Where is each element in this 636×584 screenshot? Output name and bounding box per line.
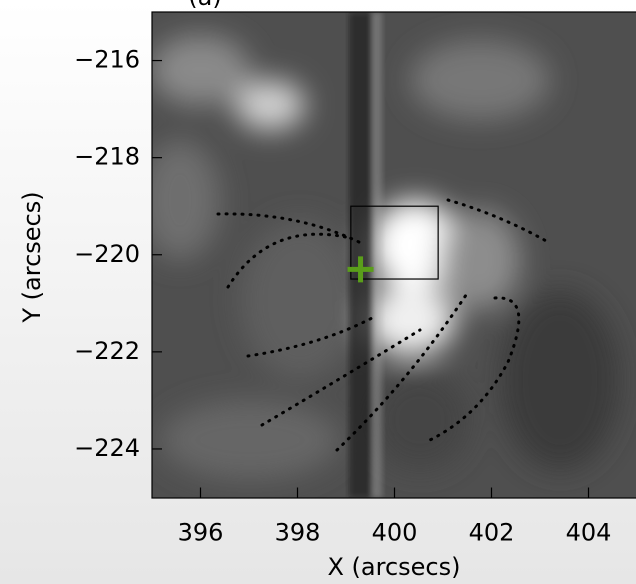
- y-tick-label: −216: [74, 46, 140, 74]
- x-axis-label: X (arcsecs): [327, 553, 460, 581]
- x-tick-label: 400: [372, 519, 418, 547]
- y-tick-label: −222: [74, 337, 140, 365]
- y-axis-label: Y (arcsecs): [18, 191, 46, 323]
- y-tick-label: −220: [74, 240, 140, 268]
- solar-image: [152, 12, 636, 498]
- x-tick-label: 396: [178, 519, 224, 547]
- y-tick-label: −224: [74, 434, 140, 462]
- x-tick-label: 402: [469, 519, 515, 547]
- marker-cross: [347, 256, 374, 283]
- y-tick-label: −218: [74, 143, 140, 171]
- x-tick-label: 404: [566, 519, 612, 547]
- chart-title: (a): [188, 0, 221, 11]
- region-box: [350, 205, 439, 280]
- x-tick-label: 398: [275, 519, 321, 547]
